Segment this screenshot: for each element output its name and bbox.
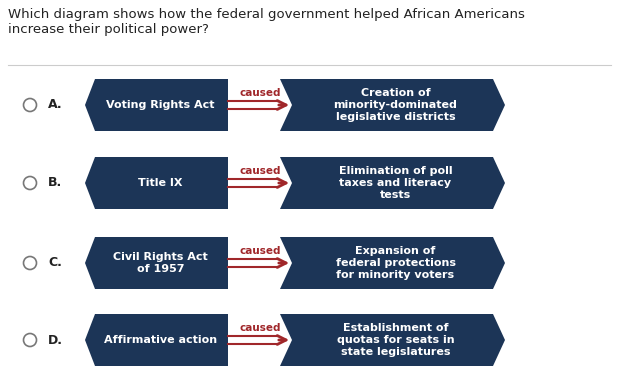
Text: caused: caused	[240, 88, 281, 98]
Text: Civil Rights Act
of 1957: Civil Rights Act of 1957	[113, 252, 208, 274]
Text: caused: caused	[240, 246, 281, 256]
Polygon shape	[280, 237, 505, 289]
Text: Elimination of poll
taxes and literacy
tests: Elimination of poll taxes and literacy t…	[339, 166, 452, 200]
Text: C.: C.	[48, 257, 62, 269]
Text: Title IX: Title IX	[138, 178, 183, 188]
Polygon shape	[85, 157, 228, 209]
Text: Creation of
minority-dominated
legislative districts: Creation of minority-dominated legislati…	[334, 88, 457, 122]
Polygon shape	[280, 314, 505, 366]
Text: A.: A.	[48, 99, 63, 111]
Text: caused: caused	[240, 323, 281, 333]
Text: D.: D.	[48, 334, 63, 346]
Text: B.: B.	[48, 176, 63, 190]
Text: Which diagram shows how the federal government helped African Americans
increase: Which diagram shows how the federal gove…	[8, 8, 525, 36]
Text: caused: caused	[240, 166, 281, 176]
Polygon shape	[85, 314, 228, 366]
Polygon shape	[85, 79, 228, 131]
Text: Voting Rights Act: Voting Rights Act	[106, 100, 215, 110]
Polygon shape	[85, 237, 228, 289]
Text: Affirmative action: Affirmative action	[104, 335, 217, 345]
Text: Expansion of
federal protections
for minority voters: Expansion of federal protections for min…	[335, 247, 456, 279]
Polygon shape	[280, 157, 505, 209]
Polygon shape	[280, 79, 505, 131]
Text: Establishment of
quotas for seats in
state legislatures: Establishment of quotas for seats in sta…	[337, 324, 454, 356]
